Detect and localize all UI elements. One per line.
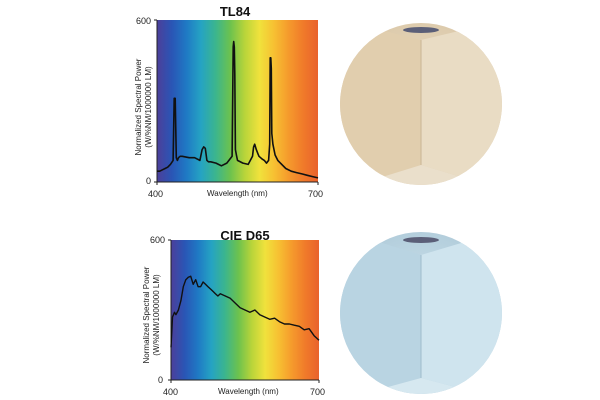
axes: [168, 239, 320, 383]
x-tick-label: 400: [148, 189, 164, 199]
chart-cie-d65: [168, 239, 320, 383]
series-line: [157, 40, 319, 179]
spectrum-background: [157, 20, 318, 182]
x-tick-label: 700: [310, 387, 326, 397]
y-tick-label: 600: [150, 235, 166, 245]
x-tick-label: 700: [308, 189, 324, 199]
x-axis-label: Wavelength (nm): [207, 189, 268, 198]
series-line: [170, 275, 320, 348]
axes: [154, 19, 319, 185]
y-tick-label: 600: [136, 16, 152, 26]
x-tick-label: 400: [163, 387, 179, 397]
y-axis-label: Normalized Spectral Power (W/%NM/1000000…: [134, 58, 153, 156]
chart-title: TL84: [219, 4, 251, 19]
room-corner-cool-light: [340, 232, 502, 394]
y-tick-label: 0: [146, 176, 152, 186]
y-axis-label: Normalized Spectral Power (W/%NM/1000000…: [142, 266, 161, 364]
chart-tl84: [154, 19, 319, 185]
y-tick-label: 0: [158, 375, 164, 385]
chart-title: CIE D65: [220, 228, 270, 243]
room-corner-warm-light: [340, 23, 502, 185]
x-axis-label: Wavelength (nm): [218, 387, 279, 396]
